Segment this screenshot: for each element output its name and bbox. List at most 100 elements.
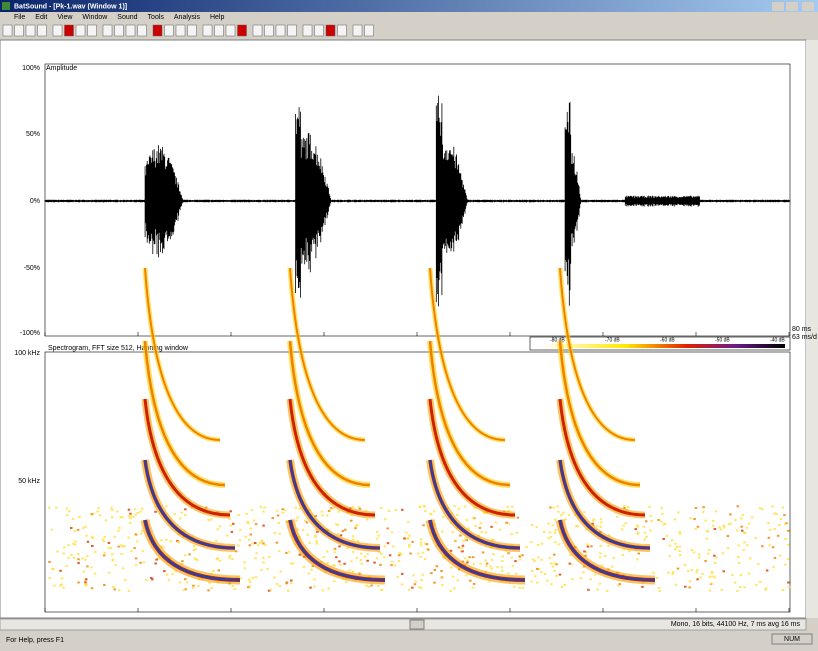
toolbar-button[interactable] <box>65 25 74 36</box>
scroll-thumb[interactable] <box>410 620 424 629</box>
spectrogram-speck <box>111 509 114 511</box>
spectrogram-speck <box>556 505 559 507</box>
menu-item[interactable]: Analysis <box>174 14 201 21</box>
toolbar-button[interactable] <box>38 25 47 36</box>
spectrogram-speck <box>600 526 603 528</box>
spectrogram-speck <box>350 520 353 522</box>
spectrogram-speck <box>380 507 383 509</box>
toolbar-button[interactable] <box>153 25 162 36</box>
spectrogram-speck <box>550 536 553 538</box>
minimize-button[interactable] <box>772 2 784 11</box>
spectrogram-speck <box>755 584 758 586</box>
spectrogram-speck <box>117 530 120 532</box>
spectrogram-speck <box>668 555 671 557</box>
spectrogram-speck <box>696 578 699 580</box>
toolbar-button[interactable] <box>165 25 174 36</box>
menu-item[interactable]: Help <box>210 14 225 21</box>
menu-item[interactable]: File <box>14 14 25 21</box>
spectrogram-speck <box>306 521 309 523</box>
spectrogram-speck <box>739 586 742 588</box>
spectrogram-speck <box>506 506 509 508</box>
spectrogram-speck <box>136 540 139 542</box>
spectrogram-speck <box>333 580 336 582</box>
toolbar-button[interactable] <box>326 25 335 36</box>
toolbar-button[interactable] <box>265 25 274 36</box>
toolbar-button[interactable] <box>215 25 224 36</box>
spectrogram-speck <box>415 581 418 583</box>
spectrogram-speck <box>259 542 262 544</box>
menu-item[interactable]: Tools <box>148 14 165 21</box>
app-icon <box>2 2 10 10</box>
num-text: NUM <box>784 636 800 643</box>
spectrogram-speck <box>543 531 546 533</box>
spectrogram-speck <box>74 541 77 543</box>
spectrogram-speck <box>652 572 655 574</box>
toolbar-button[interactable] <box>253 25 262 36</box>
spectrogram-speck <box>364 556 367 558</box>
spectrogram-speck <box>188 553 191 555</box>
spectrogram-speck <box>321 511 324 513</box>
window-title: BatSound - [Pk-1.wav (Window 1)] <box>14 3 127 10</box>
maximize-button[interactable] <box>786 2 798 11</box>
menu-item[interactable]: View <box>57 14 73 21</box>
spectrogram-speck <box>394 564 397 566</box>
spectrogram-speck <box>743 542 746 544</box>
toolbar-button[interactable] <box>315 25 324 36</box>
spectrogram-speck <box>143 561 146 563</box>
toolbar-button[interactable] <box>238 25 247 36</box>
spectrogram-speck <box>118 589 121 591</box>
toolbar-button[interactable] <box>126 25 135 36</box>
spectrogram-speck <box>108 542 111 544</box>
spectrogram-speck <box>282 512 285 514</box>
toolbar-button[interactable] <box>353 25 362 36</box>
toolbar-button[interactable] <box>53 25 62 36</box>
spectrogram-speck <box>714 576 717 578</box>
toolbar-button[interactable] <box>138 25 147 36</box>
spectrogram-speck <box>235 550 238 552</box>
toolbar-button[interactable] <box>3 25 12 36</box>
spectrogram-speck <box>130 550 133 552</box>
toolbar-button[interactable] <box>103 25 112 36</box>
spectrogram-speck <box>784 538 787 540</box>
toolbar-button[interactable] <box>288 25 297 36</box>
spectrogram-speck <box>707 553 710 555</box>
spectrogram-speck <box>141 550 144 552</box>
toolbar-button[interactable] <box>115 25 124 36</box>
spectrogram-speck <box>412 574 415 576</box>
toolbar-button[interactable] <box>26 25 35 36</box>
toolbar-button[interactable] <box>365 25 374 36</box>
menu-item[interactable]: Window <box>82 14 108 21</box>
spectrogram-speck <box>589 578 592 580</box>
spectrogram-speck <box>559 574 562 576</box>
spectrogram-speck <box>613 557 616 559</box>
spectrogram-speck <box>303 566 306 568</box>
spectrogram-speck <box>279 585 282 587</box>
toolbar-button[interactable] <box>15 25 24 36</box>
spectrogram-speck <box>59 585 62 587</box>
spectrogram-speck <box>255 552 258 554</box>
toolbar-button[interactable] <box>88 25 97 36</box>
spectrogram-speck <box>417 553 420 555</box>
menu-item[interactable]: Edit <box>35 14 47 21</box>
spectrogram-speck <box>698 557 701 559</box>
spectrogram-speck <box>515 573 518 575</box>
spectrogram-speck <box>48 507 51 509</box>
spectrogram-speck <box>452 576 455 578</box>
spectrogram-speck <box>687 570 690 572</box>
toolbar-button[interactable] <box>303 25 312 36</box>
toolbar-button[interactable] <box>76 25 85 36</box>
spectrogram-speck <box>715 510 718 512</box>
spectrogram-speck <box>676 546 679 548</box>
spectrogram-speck <box>132 516 135 518</box>
close-button[interactable] <box>802 2 814 11</box>
toolbar-button[interactable] <box>176 25 185 36</box>
toolbar-button[interactable] <box>188 25 197 36</box>
toolbar-button[interactable] <box>226 25 235 36</box>
toolbar-button[interactable] <box>203 25 212 36</box>
spectrogram-speck <box>194 548 197 550</box>
toolbar-button[interactable] <box>338 25 347 36</box>
spectrogram-speck <box>778 524 781 526</box>
toolbar-button[interactable] <box>276 25 285 36</box>
menu-item[interactable]: Sound <box>117 14 137 21</box>
spectrogram-speck <box>81 558 84 560</box>
